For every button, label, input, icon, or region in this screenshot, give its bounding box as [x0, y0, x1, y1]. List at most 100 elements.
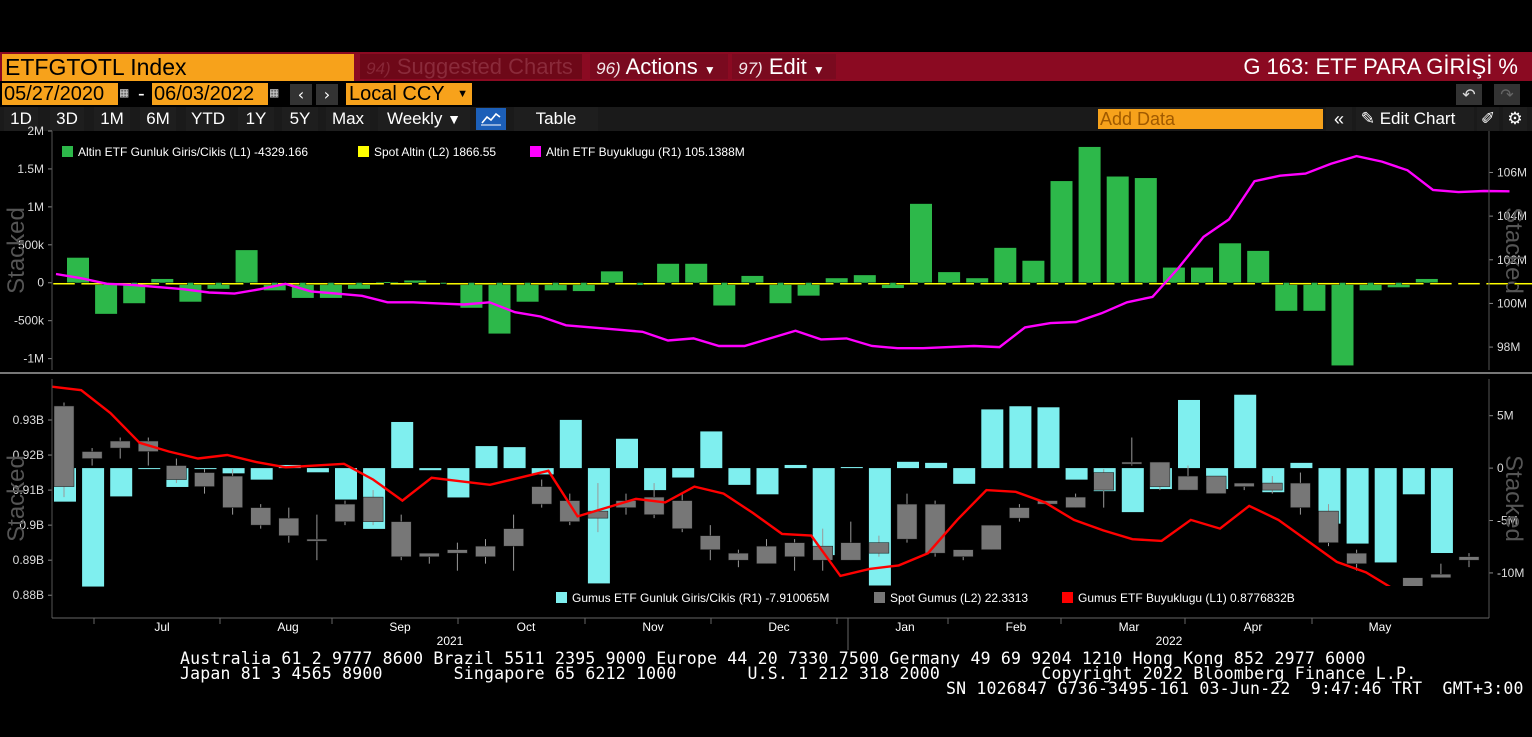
dropdown-icon: ▼	[812, 63, 825, 77]
end-date-input[interactable]: 06/03/2022	[152, 83, 268, 105]
range-ytd[interactable]: YTD	[186, 107, 230, 131]
silver-flow-bar	[250, 468, 273, 480]
silver-candle-body	[756, 545, 777, 564]
legend-label: Altin ETF Gunluk Giris/Cikis (L1) -4329.…	[78, 145, 308, 159]
month-label: Nov	[642, 620, 663, 634]
left-tick-label: 500k	[18, 238, 45, 252]
silver-flow-bar	[1178, 399, 1200, 469]
gold-candle-body	[137, 282, 160, 286]
silver-candle-body	[250, 507, 271, 526]
left-tick-label: 1M	[27, 200, 44, 214]
gold-candle-body	[558, 282, 582, 286]
gold-candle-body	[1513, 282, 1532, 285]
start-date-input[interactable]: 05/27/2020	[2, 83, 118, 105]
chevron-left-icon[interactable]: ‹	[290, 84, 312, 105]
silver-candle-body	[952, 549, 974, 557]
redo-icon[interactable]: ↷	[1494, 84, 1520, 105]
range-1d[interactable]: 1D	[4, 107, 38, 131]
range-1m[interactable]: 1M	[94, 107, 130, 131]
gold-flow-bar	[1134, 178, 1157, 283]
gold-flow-bar	[544, 282, 567, 291]
month-label: Oct	[517, 620, 536, 634]
chart-title: G 163: ETF PARA GİRİŞİ %	[1243, 54, 1518, 79]
range-3d[interactable]: 3D	[50, 107, 84, 131]
month-label: Dec	[768, 620, 789, 634]
gold-candle-body	[951, 282, 975, 286]
range-5y[interactable]: 5Y	[282, 107, 318, 131]
gold-candle-body	[1261, 282, 1284, 285]
legend-item: Altin ETF Buyuklugu (R1) 105.1388M	[530, 145, 745, 159]
gold-flow-bar	[741, 275, 764, 283]
gold-flow-bar	[123, 282, 146, 304]
gold-flow-bar	[1415, 278, 1438, 283]
gold-candle-body	[1064, 282, 1087, 286]
edit-chart-button[interactable]: ✎ Edit Chart	[1356, 107, 1474, 131]
chevron-right-icon[interactable]: ›	[316, 84, 338, 105]
gold-candle-body	[418, 282, 441, 286]
gold-candle-body	[1429, 282, 1453, 285]
gold-candle-body	[670, 282, 694, 285]
legend-label: Gumus ETF Gunluk Giris/Cikis (R1) -7.910…	[572, 591, 829, 605]
silver-candle-body	[166, 465, 187, 480]
currency-select[interactable]: Local CCY ▼	[346, 83, 472, 105]
silver-candle-body	[896, 503, 918, 540]
calendar-icon[interactable]: ▦	[120, 85, 129, 101]
silver-flow-bar	[756, 468, 779, 495]
line-chart-icon[interactable]	[476, 108, 506, 130]
silver-candle-body	[981, 524, 1002, 550]
range-1y[interactable]: 1Y	[238, 107, 274, 131]
silver-candle-body	[1121, 461, 1143, 465]
silver-flow-bar	[306, 468, 329, 473]
gold-flow-bar	[769, 282, 792, 304]
gold-candle-body	[699, 282, 722, 285]
range-6m[interactable]: 6M	[140, 107, 176, 131]
silver-candle-body	[1290, 482, 1311, 508]
edit-menu-button[interactable]: 97) Edit ▼	[732, 54, 836, 79]
double-chevron-left-icon[interactable]: «	[1326, 107, 1352, 131]
gold-flow-bar	[938, 272, 961, 283]
month-label: Feb	[1006, 620, 1027, 634]
silver-flow-bar	[1009, 406, 1032, 469]
annotate-icon[interactable]: ✐	[1477, 107, 1499, 131]
silver-etf-size-line	[51, 385, 1425, 604]
silver-candle-body	[700, 535, 721, 550]
suggested-charts-button[interactable]: 94) Suggested Charts	[360, 54, 582, 79]
add-data-input[interactable]: Add Data	[1098, 109, 1323, 129]
silver-flow-bar	[559, 419, 582, 469]
silver-candle-body	[1009, 507, 1030, 519]
frequency-select[interactable]: Weekly ▼	[378, 107, 470, 131]
range-max[interactable]: Max	[326, 107, 370, 131]
silver-candle-body	[559, 500, 581, 522]
silver-candle-body	[503, 528, 524, 547]
undo-icon[interactable]: ↶	[1456, 84, 1482, 105]
silver-candle-body	[840, 542, 862, 561]
ticker-field[interactable]: ETFGTOTL Index	[2, 54, 354, 81]
gold-candle-body	[333, 282, 357, 286]
silver-candle-body	[334, 503, 356, 522]
gold-candle-body	[530, 282, 553, 286]
silver-flow-bar	[1290, 462, 1313, 469]
silver-candle-body	[1093, 472, 1114, 491]
right-stacked-label: Stacked	[1500, 455, 1527, 542]
actions-menu-button[interactable]: 96) Actions ▼	[590, 54, 728, 79]
gold-flow-bar	[685, 263, 708, 283]
right-tick-label: 104M	[1497, 209, 1527, 223]
gold-flow-bar	[853, 275, 876, 283]
silver-flow-bar	[1402, 468, 1425, 495]
calendar-icon[interactable]: ▦	[270, 85, 279, 101]
right-tick-label: 102M	[1497, 253, 1527, 267]
silver-flow-bar	[981, 409, 1004, 469]
gold-flow-bar	[1359, 282, 1382, 291]
gold-candle-body	[1036, 282, 1059, 286]
silver-flow-bar	[868, 468, 891, 586]
legend-label: Altin ETF Buyuklugu (R1) 105.1388M	[546, 145, 745, 159]
silver-flow-bar	[840, 467, 863, 469]
gold-flow-bar	[1219, 243, 1242, 283]
gear-icon[interactable]: ⚙	[1503, 107, 1527, 131]
left-tick-label: 0.88B	[13, 588, 44, 602]
left-tick-label: 2M	[27, 124, 44, 138]
silver-candle-body	[784, 542, 805, 557]
table-button[interactable]: Table	[514, 107, 598, 131]
legend-swatch	[62, 146, 73, 157]
silver-flow-bar	[138, 468, 161, 470]
